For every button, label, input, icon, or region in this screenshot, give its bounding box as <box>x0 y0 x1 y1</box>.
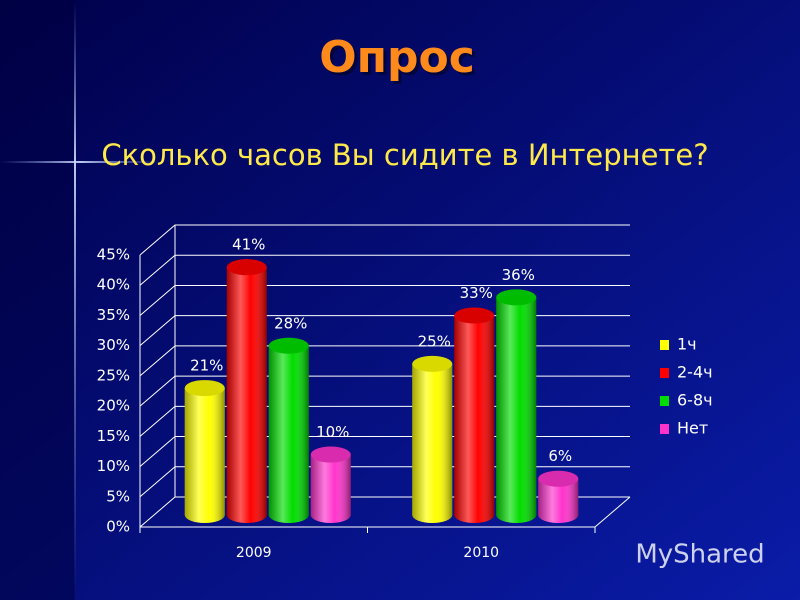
flare <box>0 161 160 163</box>
legend-label: 1ч <box>677 335 697 354</box>
x-tick-label: 2010 <box>463 545 499 561</box>
bar-top-shade <box>454 307 495 324</box>
bar-top <box>454 307 495 324</box>
axis-line <box>594 496 631 528</box>
y-tick-label: 10% <box>97 457 130 475</box>
flare <box>74 0 76 600</box>
value-label: 6% <box>548 447 572 465</box>
chart-title: Опрос <box>319 32 475 83</box>
y-tick-label: 5% <box>106 487 130 505</box>
y-tick-label: 35% <box>97 306 130 324</box>
bar-shade <box>454 315 495 515</box>
y-tick-label: 30% <box>97 336 130 354</box>
bar-shade <box>226 267 267 515</box>
value-label: 10% <box>316 423 349 441</box>
bar-top <box>184 380 225 397</box>
chart-subtitle: Сколько часов Вы сидите в Интернете? <box>101 138 708 172</box>
watermark: MyShared <box>635 540 764 570</box>
bar-top <box>496 289 537 306</box>
bar-top <box>268 337 309 354</box>
title-shadow: Опрос <box>322 35 478 86</box>
y-tick-label: 25% <box>97 366 130 384</box>
plot: 0% 5% 10% 15% 20% 25% 30% 35% 40% 45% 2009 21% 41% 28… <box>97 224 713 561</box>
value-label: 41% <box>232 236 265 254</box>
legend-label: 2-4ч <box>677 363 713 382</box>
bar-top-shade <box>538 470 579 487</box>
y-tick-label: 15% <box>97 427 130 445</box>
bar-top <box>412 355 453 372</box>
x-tick-label: 2009 <box>236 545 272 561</box>
bar-top-shade <box>184 380 225 397</box>
legend-swatch <box>660 340 669 350</box>
bar-shade <box>184 388 225 515</box>
bar-top-shade <box>310 446 351 463</box>
bar-top <box>226 259 267 276</box>
legend-swatch <box>660 368 669 378</box>
value-label: 36% <box>502 266 535 284</box>
side-band <box>0 0 75 600</box>
y-tick-label: 40% <box>97 276 130 294</box>
bar-top-shade <box>268 337 309 354</box>
y-tick-label: 20% <box>97 397 130 415</box>
y-tick-label: 45% <box>97 246 130 264</box>
value-label: 28% <box>274 314 307 332</box>
value-label: 21% <box>190 357 223 375</box>
bar-top <box>538 470 579 487</box>
legend-label: Нет <box>677 419 708 438</box>
bar-top-shade <box>226 259 267 276</box>
y-tick-label: 0% <box>106 518 130 536</box>
bar-shade <box>310 454 351 515</box>
bar-top <box>310 446 351 463</box>
legend-swatch <box>660 396 669 406</box>
bar-shade <box>496 297 537 515</box>
bar-top-shade <box>412 355 453 372</box>
legend-label: 6-8ч <box>677 391 713 410</box>
value-label: 25% <box>418 332 451 350</box>
bar-shade <box>412 363 453 515</box>
legend-swatch <box>660 424 669 434</box>
value-label: 33% <box>460 284 493 302</box>
bar-shade <box>268 345 309 515</box>
bar-top-shade <box>496 289 537 306</box>
